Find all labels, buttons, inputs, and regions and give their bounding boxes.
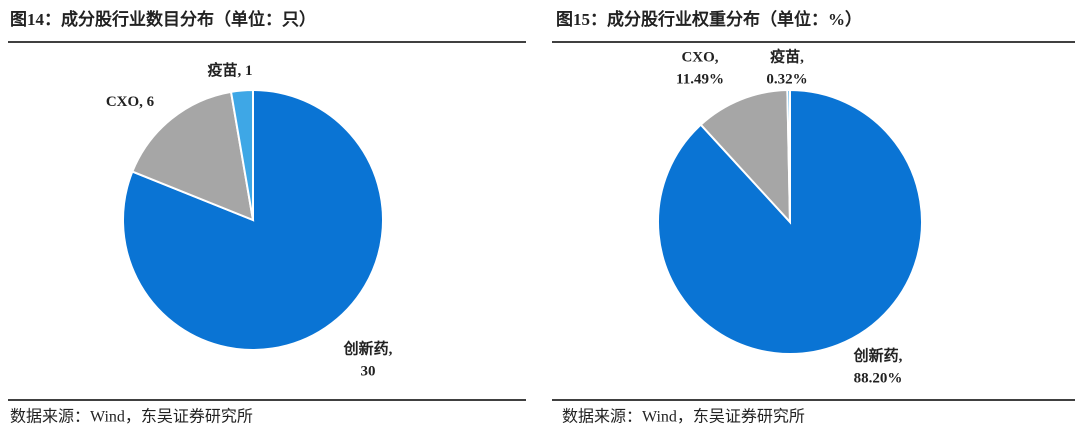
slice-value: 30 [361, 363, 376, 379]
slice-label-group: CXO, 6 [106, 94, 155, 110]
slice-label-group: 疫苗, 1 [207, 61, 252, 79]
slice-value: 88.20% [854, 370, 903, 386]
slice-value: 6 [147, 94, 155, 110]
slice-label: CXO, [106, 94, 143, 110]
slice-label: CXO, [681, 49, 718, 65]
slice-value: 11.49% [676, 71, 724, 87]
slice-label: 创新药, [343, 339, 393, 357]
source: 数据来源：Wind，东吴证券研究所 [10, 408, 253, 426]
chart-title: 图15：成分股行业权重分布（单位：%） [556, 9, 862, 29]
source: 数据来源：Wind，东吴证券研究所 [562, 408, 805, 426]
slice-value: 1 [245, 63, 253, 79]
pie-slice [131, 90, 255, 222]
pie-slice [786, 88, 791, 223]
slice-label: 疫苗, [207, 61, 241, 79]
slice-label: 创新药, [853, 346, 903, 364]
slice-value: 0.32% [766, 71, 807, 87]
chart-title: 图14：成分股行业数目分布（单位：只） [10, 9, 316, 29]
slice-label: 疫苗, [770, 47, 804, 65]
pie-slice [699, 89, 792, 225]
pie-slice [229, 88, 254, 221]
